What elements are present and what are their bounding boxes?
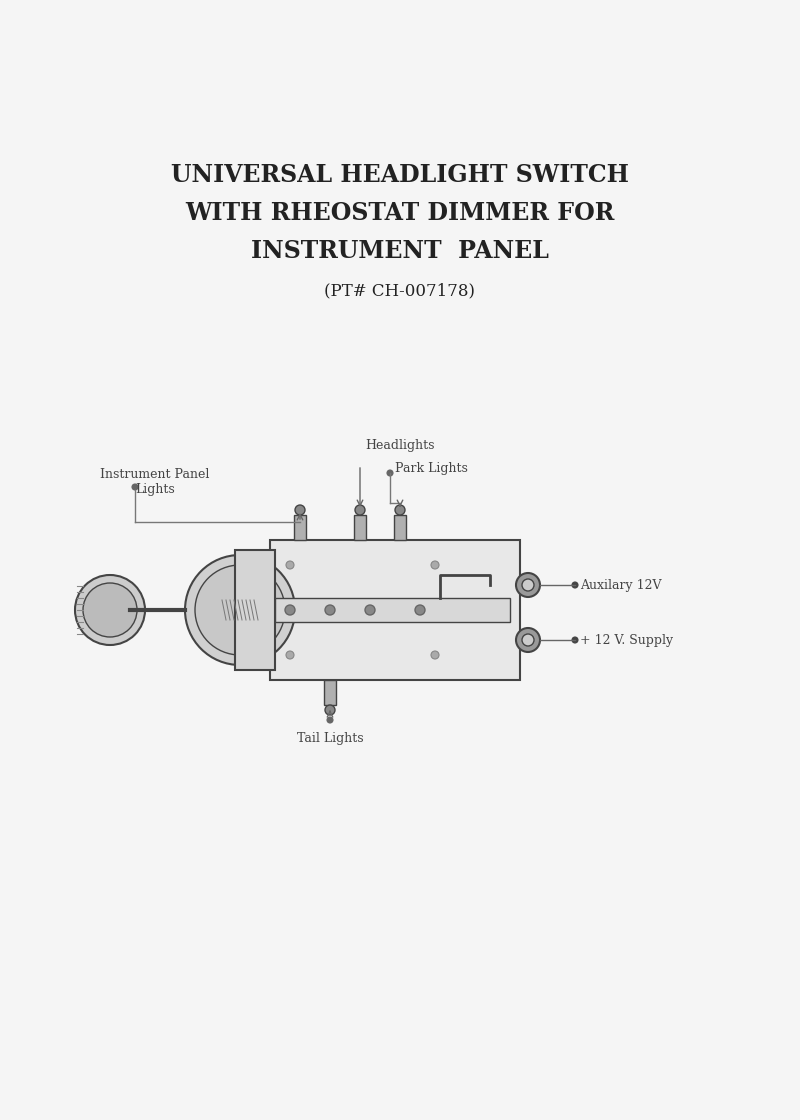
Text: Instrument Panel
Lights: Instrument Panel Lights — [100, 468, 210, 496]
Text: + 12 V. Supply: + 12 V. Supply — [580, 634, 673, 646]
Circle shape — [572, 582, 578, 588]
Circle shape — [327, 717, 333, 724]
Circle shape — [185, 556, 295, 665]
Circle shape — [431, 651, 439, 659]
Circle shape — [395, 505, 405, 515]
Text: Park Lights: Park Lights — [395, 461, 468, 475]
Text: INSTRUMENT  PANEL: INSTRUMENT PANEL — [251, 239, 549, 263]
Text: (PT# CH-007178): (PT# CH-007178) — [325, 282, 475, 299]
Circle shape — [75, 575, 145, 645]
Circle shape — [325, 704, 335, 715]
Circle shape — [431, 561, 439, 569]
Bar — [354, 515, 366, 540]
Circle shape — [132, 484, 138, 491]
Bar — [324, 680, 336, 704]
Circle shape — [83, 584, 137, 637]
Circle shape — [365, 605, 375, 615]
Circle shape — [516, 628, 540, 652]
Circle shape — [572, 637, 578, 643]
Bar — [294, 515, 306, 540]
Text: Tail Lights: Tail Lights — [297, 731, 363, 745]
Circle shape — [325, 605, 335, 615]
Circle shape — [355, 505, 365, 515]
Bar — [270, 540, 520, 680]
Bar — [235, 550, 275, 670]
Text: UNIVERSAL HEADLIGHT SWITCH: UNIVERSAL HEADLIGHT SWITCH — [171, 164, 629, 187]
Bar — [275, 598, 510, 622]
Circle shape — [415, 605, 425, 615]
Bar — [394, 515, 406, 540]
Circle shape — [387, 470, 393, 476]
Circle shape — [522, 579, 534, 591]
Circle shape — [516, 573, 540, 597]
Circle shape — [522, 634, 534, 646]
Circle shape — [286, 561, 294, 569]
Circle shape — [285, 605, 295, 615]
Text: Auxilary 12V: Auxilary 12V — [580, 579, 662, 591]
Text: WITH RHEOSTAT DIMMER FOR: WITH RHEOSTAT DIMMER FOR — [186, 200, 614, 225]
Circle shape — [286, 651, 294, 659]
Circle shape — [195, 564, 285, 655]
Circle shape — [295, 505, 305, 515]
Text: Headlights: Headlights — [365, 439, 434, 451]
